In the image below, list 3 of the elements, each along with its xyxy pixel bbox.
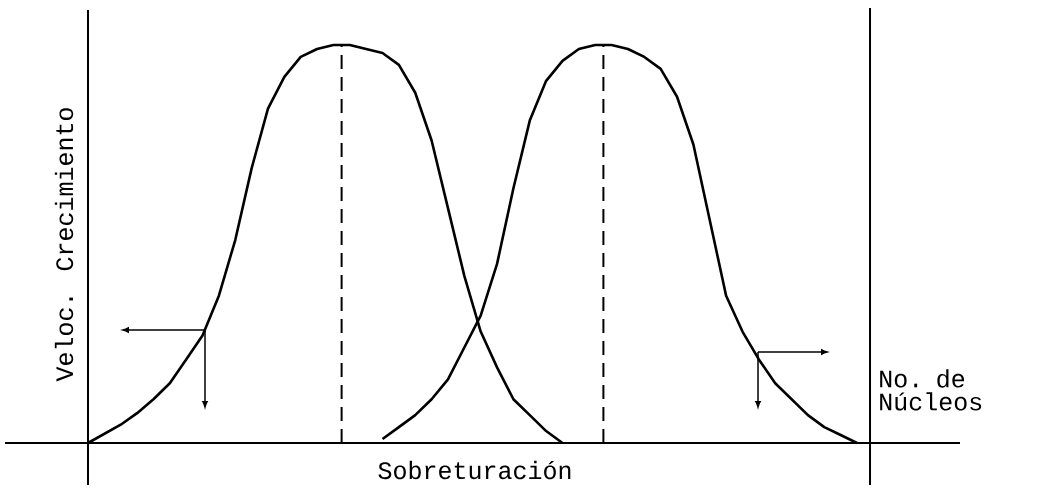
x-axis-title: Sobreturación <box>378 460 571 480</box>
y2-axis-title: No. de Núcleos <box>880 369 982 411</box>
y-axis-title: Veloc. Crecimiento <box>54 108 74 382</box>
